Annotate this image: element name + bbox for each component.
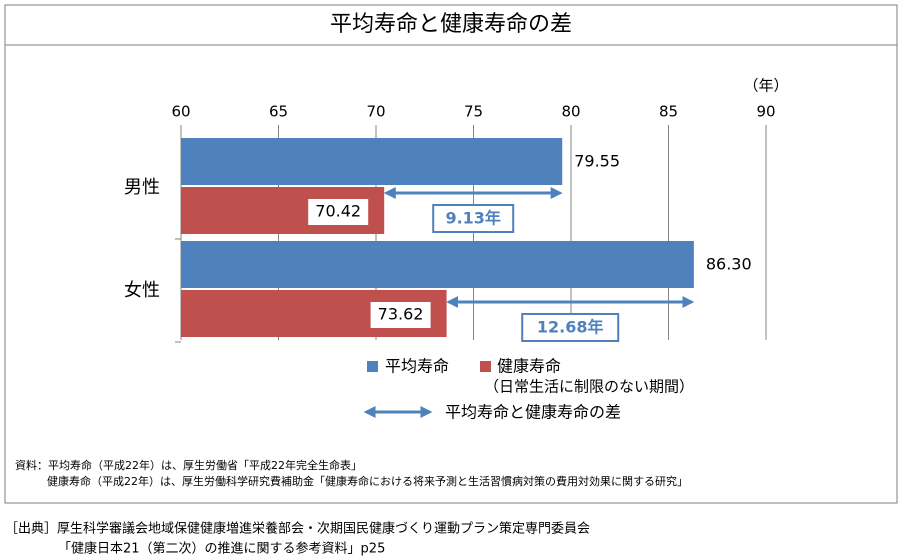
x-tick-label: 60 bbox=[171, 103, 190, 121]
difference-label: 12.68年 bbox=[537, 318, 604, 337]
x-unit-label: （年） bbox=[743, 77, 788, 95]
source: ［出典］厚生科学審議会地域保健健康増進栄養部会・次期国民健康づくり運動プラン策定… bbox=[5, 521, 590, 537]
difference-label: 9.13年 bbox=[445, 209, 500, 228]
x-tick-label: 70 bbox=[366, 103, 385, 121]
bar bbox=[181, 138, 563, 185]
bar bbox=[181, 241, 694, 288]
data-label: 70.42 bbox=[315, 202, 361, 221]
x-tick-label: 90 bbox=[756, 103, 775, 121]
legend-note: （日常生活に制限のない期間） bbox=[484, 378, 694, 396]
source: 「健康日本21（第二次）の推進に関する参考資料」p25 bbox=[58, 541, 385, 557]
difference-box bbox=[432, 204, 515, 233]
legend-label: 平均寿命 bbox=[385, 357, 449, 376]
x-tick-label: 85 bbox=[659, 103, 678, 121]
x-tick-label: 75 bbox=[464, 103, 483, 121]
legend-swatch bbox=[367, 361, 378, 372]
legend-label: 健康寿命 bbox=[497, 357, 561, 376]
y-tick-label: 男性 bbox=[124, 177, 160, 198]
data-label: 86.30 bbox=[706, 255, 752, 274]
data-label: 73.62 bbox=[378, 305, 424, 324]
note: 健康寿命（平成22年）は、厚生労働科学研究費補助金「健康寿命における将来予測と生… bbox=[47, 474, 688, 488]
chart-title: 平均寿命と健康寿命の差 bbox=[330, 12, 572, 37]
x-tick-label: 65 bbox=[269, 103, 288, 121]
legend-label: 平均寿命と健康寿命の差 bbox=[445, 403, 621, 422]
frame bbox=[4, 4, 898, 504]
y-tick-label: 女性 bbox=[124, 280, 160, 301]
legend-swatch bbox=[480, 361, 491, 372]
difference-box bbox=[521, 313, 620, 342]
data-label: 79.55 bbox=[574, 152, 620, 171]
data-label-bg bbox=[308, 199, 369, 225]
note: 資料：平均寿命（平成22年）は、厚生労働省「平成22年完全生命表」 bbox=[15, 458, 362, 472]
data-label-bg bbox=[370, 302, 431, 328]
x-tick-label: 80 bbox=[561, 103, 580, 121]
